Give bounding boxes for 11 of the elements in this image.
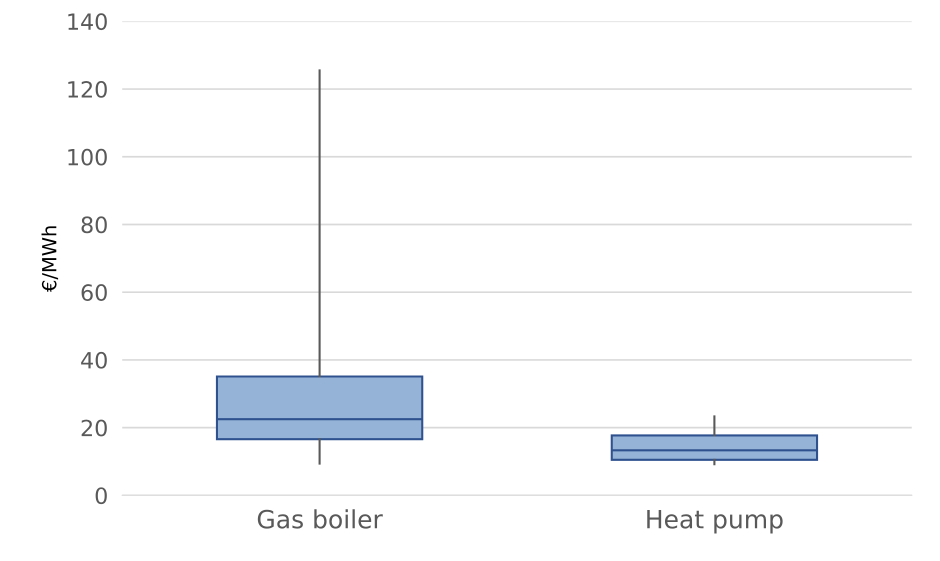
x-tick-label: Heat pump <box>647 510 783 534</box>
x-tick-label: Gas boiler <box>258 509 383 529</box>
y-tick-label: 0 <box>96 487 107 504</box>
y-axis-title: €/MWh <box>42 226 58 292</box>
y-tick-label: 40 <box>81 352 107 369</box>
y-tick-label: 120 <box>68 80 107 98</box>
y-tick-label: 20 <box>82 420 107 436</box>
y-tick-label: 80 <box>82 216 107 234</box>
y-tick-label: 60 <box>82 284 107 301</box>
y-tick-label: 140 <box>68 13 107 30</box>
y-tick-label: 100 <box>68 148 107 166</box>
